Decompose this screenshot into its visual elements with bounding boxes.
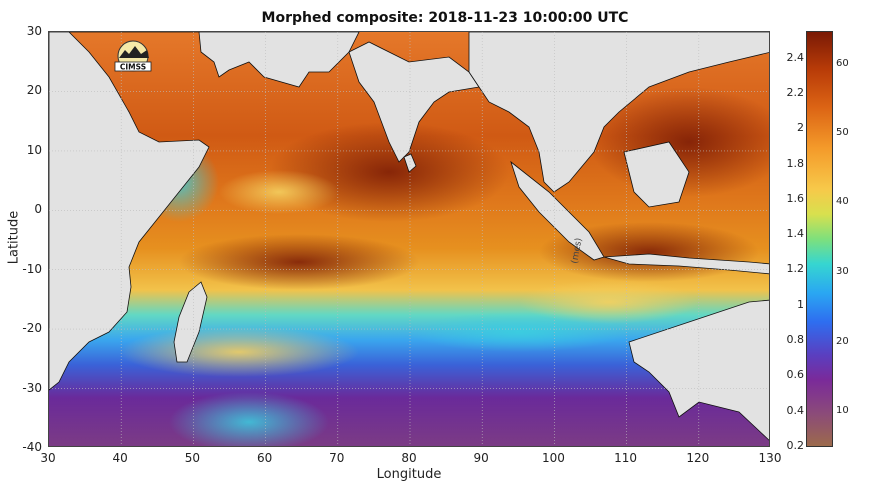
cimss-logo: CIMSS: [114, 40, 152, 72]
colorbar-left-tick: 0.2: [786, 439, 805, 452]
x-tick-label: 100: [541, 451, 565, 465]
colorbar-left-tick: 0.8: [786, 333, 805, 346]
colorbar-right-tick: 30: [836, 266, 849, 277]
chart-title: Morphed composite: 2018-11-23 10:00:00 U…: [261, 10, 629, 26]
colorbar-left-tick: 1.8: [786, 157, 805, 170]
colorbar-left-tick: 1: [797, 298, 804, 311]
colorbar-left-tick: 2.2: [786, 86, 805, 99]
svg-text:CIMSS: CIMSS: [120, 63, 146, 72]
y-tick-label: 0: [34, 202, 42, 217]
colorbar-right-tick: 50: [836, 127, 849, 138]
colorbar-left-tick: 1.4: [786, 227, 805, 240]
colorbar-right-tick: 20: [836, 336, 849, 347]
colorbar-left-tick: 0.6: [786, 368, 805, 381]
colorbar: [806, 31, 833, 447]
y-tick-label: -30: [22, 380, 42, 395]
land-masses: [49, 32, 769, 441]
colorbar-right-tick: 40: [836, 196, 849, 207]
y-tick-label: 30: [26, 24, 42, 38]
colorbar-left-tick: 2.4: [786, 51, 805, 64]
map-plot-area: (mes) CIMSS: [48, 31, 770, 447]
y-tick-label: -20: [22, 321, 42, 336]
x-tick-label: 40: [112, 451, 128, 465]
x-tick-label: 110: [614, 451, 638, 465]
x-tick-label: 50: [184, 451, 201, 465]
colorbar-left-tick: 0.4: [786, 404, 805, 417]
embedded-label: (mes): [570, 237, 584, 264]
grid-lines: [49, 32, 769, 446]
y-tick-label: 10: [26, 142, 42, 157]
x-axis-label: Longitude: [376, 467, 442, 482]
y-tick-label: -10: [22, 261, 42, 276]
colorbar-left-tick: 1.6: [786, 192, 805, 205]
x-tick-label: 90: [473, 451, 489, 465]
x-tick-label: 80: [401, 451, 417, 465]
colorbar-left-tick: 2: [797, 121, 804, 134]
y-tick-label: -40: [22, 440, 42, 454]
y-tick-label: 20: [26, 83, 42, 98]
x-tick-label: 120: [686, 451, 710, 465]
x-tick-label: 130: [758, 451, 782, 465]
colorbar-right-tick: 60: [836, 58, 849, 69]
colorbar-right-tick: 10: [836, 405, 849, 416]
x-tick-label: 70: [329, 451, 345, 465]
x-tick-label: 30: [40, 451, 56, 465]
heatmap-map-svg: (mes): [49, 32, 769, 446]
colorbar-left-tick: 1.2: [786, 262, 805, 275]
x-tick-label: 60: [256, 451, 273, 465]
